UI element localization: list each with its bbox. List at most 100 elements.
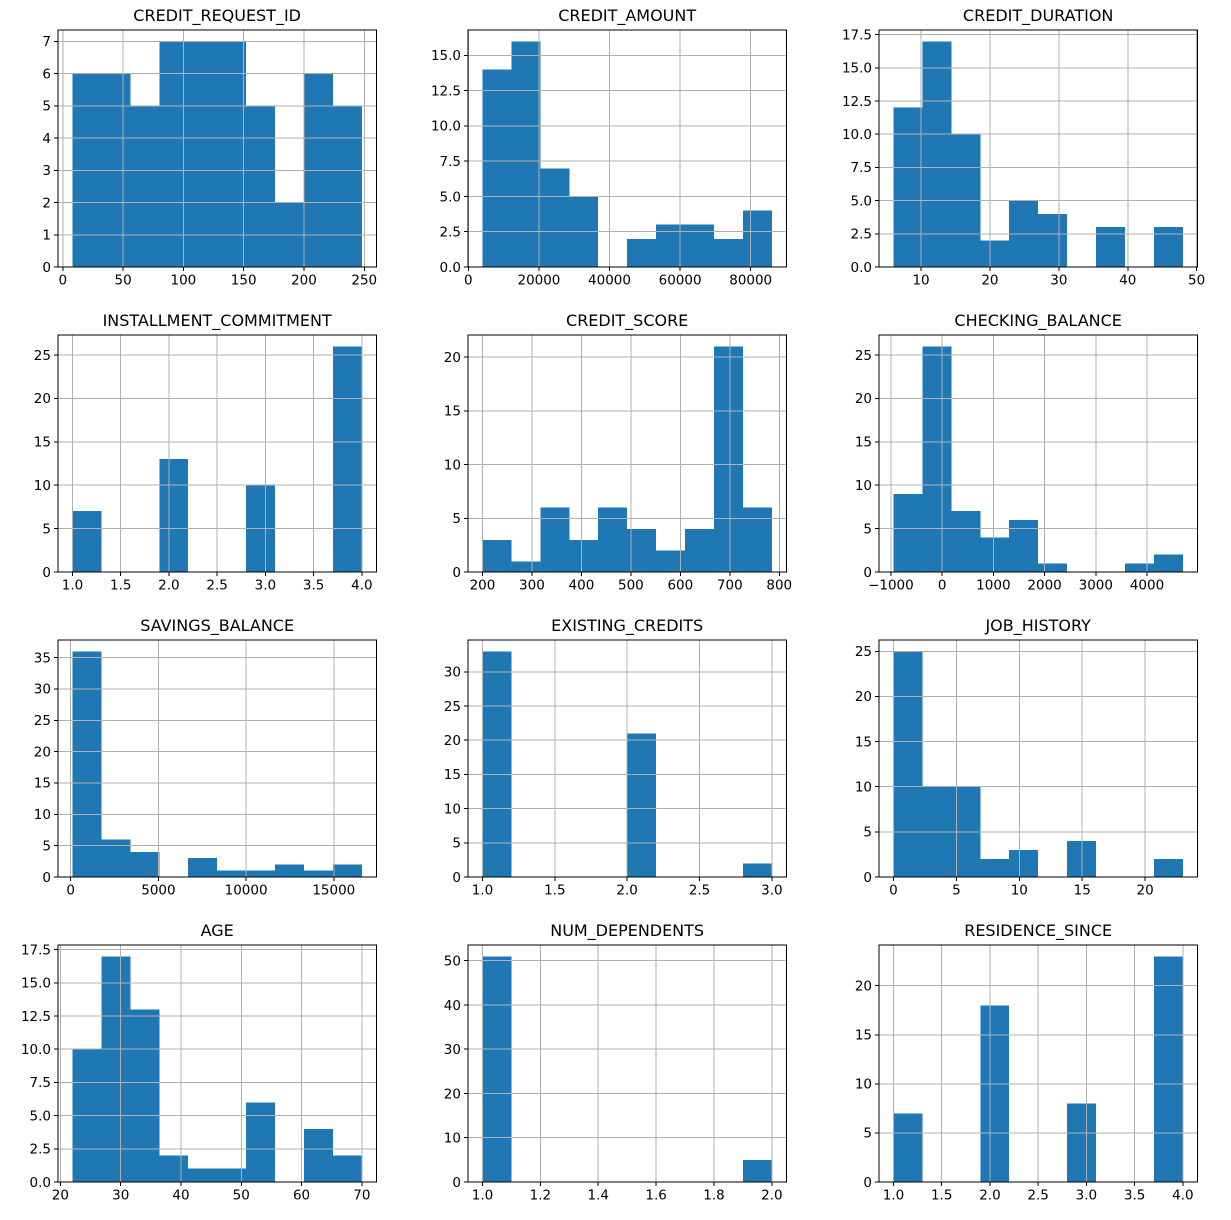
svg-text:10: 10 — [854, 478, 871, 494]
histogram-bars — [72, 651, 362, 877]
svg-text:15: 15 — [1073, 883, 1090, 899]
bar — [482, 651, 512, 877]
x-tick-labels: 0 5 10 15 20 — [889, 883, 1154, 899]
svg-text:30: 30 — [112, 1188, 129, 1204]
axes-spines — [467, 29, 788, 268]
bar — [540, 507, 570, 572]
svg-text:50: 50 — [444, 954, 461, 970]
svg-text:2: 2 — [42, 195, 51, 211]
bar — [275, 864, 304, 877]
svg-text:25: 25 — [34, 348, 51, 364]
histogram-residence-since: 1.0 1.5 2.0 2.5 3.0 3.5 4.0 0 5 10 15 20 RESIDENCE_S… — [854, 921, 1198, 1204]
x-tick-labels: 0 20000 40000 60000 80000 — [464, 272, 772, 288]
y-tick-labels: 0 1 2 3 4 5 6 7 — [42, 34, 51, 276]
histogram-credit-score: 200 300 400 500 600 700 800 0 5 10 15 20 CREDIT_SCOR… — [444, 311, 792, 594]
bar — [951, 511, 980, 572]
svg-text:15: 15 — [854, 435, 871, 451]
svg-text:30: 30 — [444, 665, 461, 681]
tick-marks — [53, 354, 363, 576]
svg-text:1: 1 — [42, 228, 51, 244]
bar — [1037, 213, 1067, 267]
axes-spines — [57, 944, 377, 1183]
chart-title: SAVINGS_BALANCE — [140, 616, 294, 636]
histogram-bars — [72, 956, 362, 1182]
bar — [332, 346, 362, 572]
svg-text:1.0: 1.0 — [882, 1188, 903, 1204]
svg-text:5: 5 — [42, 99, 51, 115]
svg-text:10: 10 — [34, 478, 51, 494]
svg-text:20: 20 — [981, 273, 998, 289]
svg-text:10: 10 — [854, 780, 871, 796]
y-tick-labels: 0.0 2.5 5.0 7.5 10.0 12.5 15.0 — [431, 48, 461, 276]
svg-text:1.0: 1.0 — [472, 1188, 493, 1204]
svg-text:12.5: 12.5 — [842, 94, 872, 110]
bar — [1095, 227, 1125, 267]
bar — [101, 839, 131, 877]
bar — [979, 1005, 1009, 1182]
svg-text:2.0: 2.0 — [617, 883, 638, 899]
bar — [1066, 840, 1096, 877]
svg-text:200: 200 — [470, 578, 496, 594]
svg-text:35: 35 — [34, 650, 51, 666]
svg-text:25: 25 — [854, 348, 871, 364]
svg-text:150: 150 — [231, 272, 257, 288]
svg-text:10: 10 — [1010, 883, 1027, 899]
svg-text:17.5: 17.5 — [842, 27, 872, 43]
svg-text:0.0: 0.0 — [30, 1175, 51, 1191]
bar — [922, 346, 952, 572]
svg-text:3.5: 3.5 — [1124, 1188, 1145, 1204]
tick-marks — [53, 657, 335, 881]
bar — [743, 507, 773, 572]
svg-text:7.5: 7.5 — [850, 160, 871, 176]
svg-text:5.0: 5.0 — [30, 1108, 51, 1124]
bar — [303, 1128, 333, 1182]
svg-text:1.5: 1.5 — [931, 1188, 952, 1204]
bar — [217, 870, 247, 877]
axes-spines — [878, 29, 1198, 268]
axes-spines — [878, 334, 1198, 573]
svg-text:25: 25 — [444, 699, 461, 715]
svg-text:7.5: 7.5 — [440, 154, 461, 170]
svg-text:1.6: 1.6 — [646, 1188, 667, 1204]
svg-text:1.4: 1.4 — [588, 1188, 609, 1204]
bar — [188, 858, 218, 877]
svg-text:15: 15 — [444, 404, 461, 420]
svg-text:3.0: 3.0 — [761, 883, 782, 899]
svg-text:17.5: 17.5 — [21, 942, 51, 958]
svg-text:12.5: 12.5 — [21, 1009, 51, 1025]
chart-title: JOB_HISTORY — [984, 616, 1091, 636]
bar — [1037, 563, 1067, 572]
svg-text:2.0: 2.0 — [158, 578, 179, 594]
histogram-credit-duration: 10 20 30 40 50 0.0 2.5 5.0 7.5 10.0 12.5 15.0 17.5 CR… — [842, 6, 1205, 289]
svg-text:0: 0 — [453, 1175, 462, 1191]
tick-marks — [464, 960, 773, 1186]
tick-marks — [464, 54, 752, 271]
bar — [1008, 849, 1038, 877]
svg-text:30: 30 — [34, 682, 51, 698]
svg-text:25: 25 — [34, 713, 51, 729]
subplot-cell-residence-since: 1.0 1.5 2.0 2.5 3.0 3.5 4.0 0 5 10 15 20 RESIDENCE_S… — [821, 915, 1231, 1220]
histogram-bars — [72, 346, 362, 572]
bar — [72, 511, 102, 572]
x-tick-labels: 1.0 1.5 2.0 2.5 3.0 — [472, 883, 783, 899]
bar — [246, 870, 276, 877]
tick-marks — [874, 354, 1148, 576]
histogram-bars — [482, 956, 773, 1182]
svg-text:10: 10 — [34, 807, 51, 823]
x-tick-labels: 10 20 30 40 50 — [912, 273, 1205, 289]
bar — [656, 550, 686, 572]
svg-text:20: 20 — [444, 350, 461, 366]
svg-text:3.0: 3.0 — [255, 578, 276, 594]
histogram-job-history: 0 5 10 15 20 0 5 10 15 20 25 JOB_HISTORY — [854, 616, 1198, 899]
bar — [511, 561, 541, 572]
bar — [303, 870, 333, 877]
svg-text:10: 10 — [854, 1077, 871, 1093]
svg-text:1.5: 1.5 — [110, 578, 131, 594]
chart-title: RESIDENCE_SINCE — [964, 921, 1112, 941]
tick-marks — [874, 34, 1197, 271]
tick-marks — [464, 356, 781, 576]
bar — [893, 107, 923, 267]
y-tick-labels: 0 5 10 15 20 25 — [854, 348, 871, 581]
bar — [130, 851, 160, 877]
svg-text:5: 5 — [863, 521, 872, 537]
